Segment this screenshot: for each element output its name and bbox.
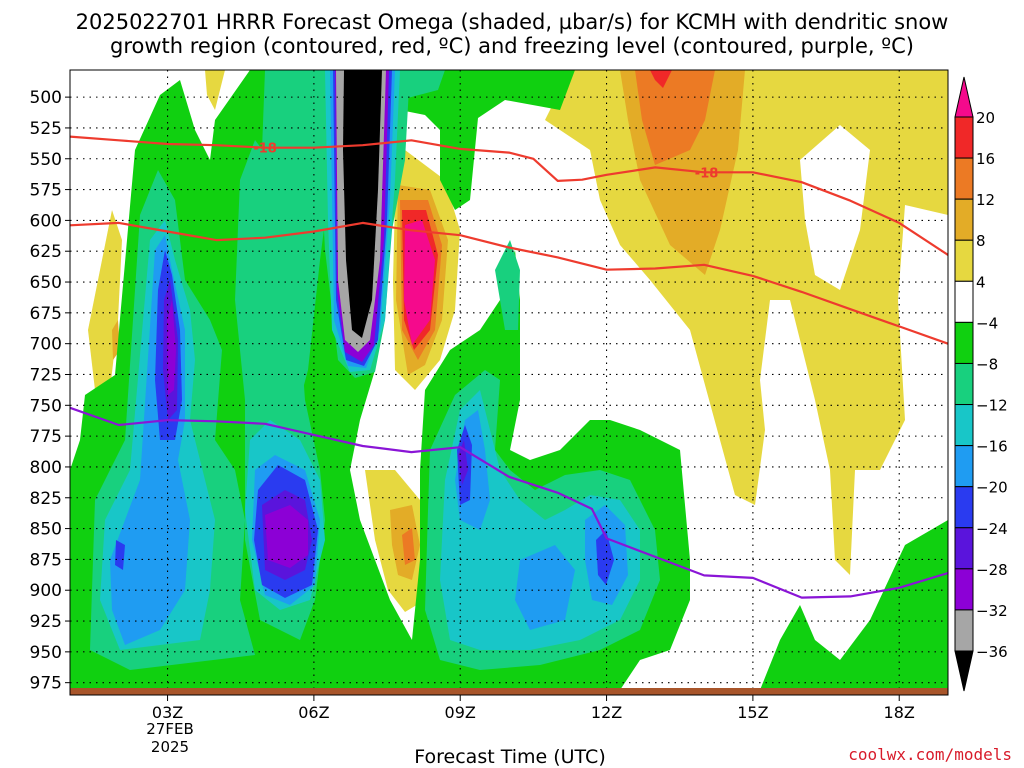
y-tick-label: 825 xyxy=(30,489,62,509)
y-tick-label: 950 xyxy=(30,643,62,663)
omega-region-minus-20 xyxy=(115,540,125,570)
y-tick-label: 575 xyxy=(30,181,62,201)
omega-region-minus-36 xyxy=(343,70,382,338)
colorbar-swatch xyxy=(954,568,974,611)
y-tick-label: 675 xyxy=(30,304,62,324)
omega-region-minus-16 xyxy=(515,545,575,630)
x-tick-label: 18Z xyxy=(884,703,915,722)
y-tick-label: 725 xyxy=(30,365,62,385)
colorbar-label: −36 xyxy=(976,643,1008,661)
colorbar-swatch xyxy=(954,321,974,364)
chart-title-line2: growth region (contoured, red, ºC) and f… xyxy=(110,34,914,58)
isotherm-labels: -18 -18 xyxy=(253,142,718,182)
colorbar-swatch xyxy=(954,280,974,323)
colorbar-label: −12 xyxy=(976,397,1008,415)
date-label: 27FEB 2025 xyxy=(140,720,200,756)
y-tick-label: 750 xyxy=(30,396,62,416)
colorbar-label: −4 xyxy=(976,314,998,332)
colorbar-swatch xyxy=(954,609,974,652)
colorbar-swatch xyxy=(954,157,974,200)
ground xyxy=(70,688,948,695)
x-tick-label: 06Z xyxy=(298,703,329,722)
colorbar-label: −32 xyxy=(976,602,1008,620)
colorbar-label: 16 xyxy=(976,150,995,168)
y-tick-label: 900 xyxy=(30,581,62,601)
plot-frame xyxy=(69,69,949,696)
y-tick-label: 850 xyxy=(30,520,62,540)
omega-region-minus-28 xyxy=(265,505,308,568)
date-label-day: 27FEB xyxy=(146,720,194,738)
omega-region-minus-4 xyxy=(760,520,948,690)
y-tick-label: 500 xyxy=(30,88,62,108)
omega-region-positive-20 xyxy=(404,220,435,345)
omega-region-positive-16 xyxy=(650,70,672,88)
contour-lines xyxy=(70,135,948,599)
freezing-level-line xyxy=(70,406,948,599)
chart-title-line1: 2025022701 HRRR Forecast Omega (shaded, … xyxy=(75,10,949,34)
isotherm-lower-line xyxy=(70,221,948,345)
omega-region-positive-4 xyxy=(800,125,870,290)
date-label-year: 2025 xyxy=(150,738,190,756)
y-tick-label: 800 xyxy=(30,458,62,478)
x-tick-label: 09Z xyxy=(445,703,476,722)
colorbar-swatch xyxy=(954,527,974,570)
colorbar-label: 4 xyxy=(976,273,986,291)
y-tick-label: 700 xyxy=(30,335,62,355)
omega-region-minus-20 xyxy=(596,530,614,585)
x-axis: 03Z 06Z 09Z 12Z 15Z 18Z xyxy=(152,695,915,722)
omega-region-positive-12 xyxy=(402,528,415,565)
colorbar-swatch xyxy=(954,116,974,159)
colorbar-swatch xyxy=(954,239,974,282)
y-tick-label: 525 xyxy=(30,119,62,139)
y-tick-label: 975 xyxy=(30,674,62,694)
credit-link[interactable]: coolwx.com/models xyxy=(848,745,1012,764)
isotherm-upper-line xyxy=(70,135,948,256)
y-tick-label: 600 xyxy=(30,211,62,231)
y-tick-label: 925 xyxy=(30,612,62,632)
y-tick-label: 550 xyxy=(30,150,62,170)
y-tick-label: 625 xyxy=(30,242,62,262)
y-tick-label: 775 xyxy=(30,427,62,447)
colorbar-swatch xyxy=(954,445,974,488)
y-tick-label: 650 xyxy=(30,273,62,293)
colorbar-label: −20 xyxy=(976,479,1008,497)
colorbar-label: 12 xyxy=(976,191,995,209)
omega-region-minus-8 xyxy=(262,70,335,400)
grid xyxy=(70,70,948,695)
colorbar: 20 16 12 8 4 −4 −8 −12 −16 −20 −24 −28 −32 −36 xyxy=(954,76,1008,692)
x-axis-label: Forecast Time (UTC) xyxy=(414,746,606,768)
y-tick-label: 875 xyxy=(30,550,62,570)
omega-region-minus-28 xyxy=(167,300,176,395)
colorbar-swatch xyxy=(954,198,974,241)
x-tick-label: 03Z xyxy=(152,703,183,722)
colorbar-label: −8 xyxy=(976,355,998,373)
colorbar-swatch xyxy=(954,486,974,529)
colorbar-label: −28 xyxy=(976,561,1008,579)
colorbar-label: −24 xyxy=(976,520,1008,538)
ground-strip xyxy=(70,688,948,695)
x-tick-label: 15Z xyxy=(737,703,768,722)
colorbar-label: 8 xyxy=(976,232,986,250)
omega-shading xyxy=(70,70,948,695)
omega-region-positive-12 xyxy=(635,70,715,165)
y-axis: 500 525 550 575 600 625 650 675 700 725 750 775 800 8… xyxy=(30,88,70,694)
colorbar-arrow-top xyxy=(954,76,974,118)
omega-region-minus-8 xyxy=(495,240,520,330)
colorbar-label: 20 xyxy=(976,109,995,127)
x-tick-label: 12Z xyxy=(591,703,622,722)
colorbar-swatch xyxy=(954,362,974,406)
omega-region-positive-4 xyxy=(205,70,225,110)
colorbar-arrow-bottom xyxy=(954,650,974,692)
isotherm-label: -18 xyxy=(695,166,719,181)
colorbar-label: −16 xyxy=(976,438,1008,456)
isotherm-label: -18 xyxy=(253,142,277,157)
colorbar-swatch xyxy=(954,404,974,447)
